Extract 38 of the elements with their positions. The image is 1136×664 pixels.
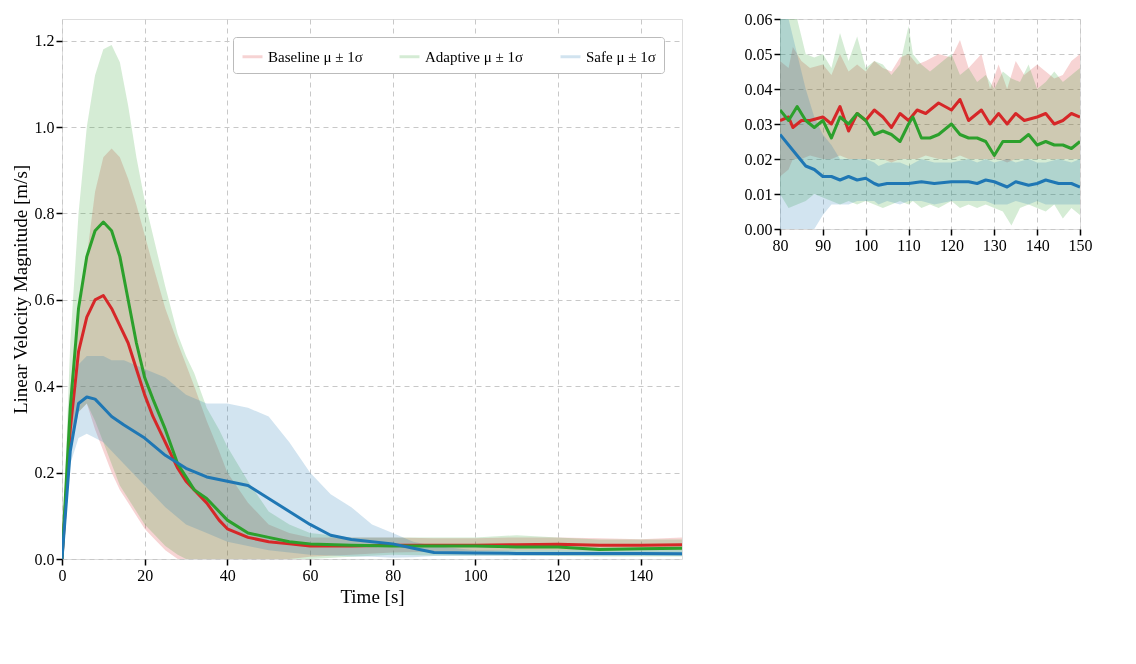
line-series: [780, 133, 1080, 189]
line-series: [780, 98, 1080, 133]
y-tick-label: 0.00: [744, 220, 773, 238]
y-tick-label: 0.6: [34, 291, 55, 309]
legend-label: Adaptive μ ± 1σ: [425, 48, 524, 65]
x-tick-label: 80: [772, 236, 789, 254]
y-tick-label: 0.2: [34, 464, 55, 482]
x-tick-label: 150: [1068, 236, 1093, 254]
line-series: [780, 105, 1080, 157]
y-tick-label: 0.06: [744, 10, 773, 28]
y-tick-label: 0.4: [34, 377, 55, 395]
y-tick-label: 0.03: [744, 115, 773, 133]
x-tick-label: 0: [58, 566, 67, 584]
x-tick-label: 140: [1025, 236, 1050, 254]
x-tick-label: 40: [219, 566, 236, 584]
y-tick-label: 0.04: [744, 80, 773, 98]
y-tick-label: 1.0: [34, 118, 55, 136]
x-tick-label: 20: [137, 566, 154, 584]
y-tick-label: 1.2: [34, 32, 55, 50]
x-tick-label: 120: [939, 236, 964, 254]
x-tick-label: 130: [982, 236, 1007, 254]
x-axis-title: Time [s]: [340, 585, 405, 607]
x-tick-label: 140: [629, 566, 654, 584]
x-tick-label: 90: [815, 236, 832, 254]
y-tick-label: 0.01: [744, 185, 773, 203]
x-tick-label: 100: [463, 566, 488, 584]
x-tick-label: 80: [385, 566, 402, 584]
legend-label: Baseline μ ± 1σ: [268, 48, 363, 65]
y-tick-label: 0.0: [34, 550, 55, 568]
legend-label: Safe μ ± 1σ: [586, 48, 656, 65]
x-tick-label: 120: [546, 566, 571, 584]
y-axis-title: Linear Velocity Magnitude [m/s]: [9, 164, 31, 415]
x-tick-label: 110: [897, 236, 921, 254]
y-tick-label: 0.8: [34, 204, 55, 222]
x-tick-label: 100: [854, 236, 879, 254]
x-tick-label: 60: [302, 566, 319, 584]
y-tick-label: 0.02: [744, 150, 773, 168]
y-tick-label: 0.05: [744, 45, 773, 63]
